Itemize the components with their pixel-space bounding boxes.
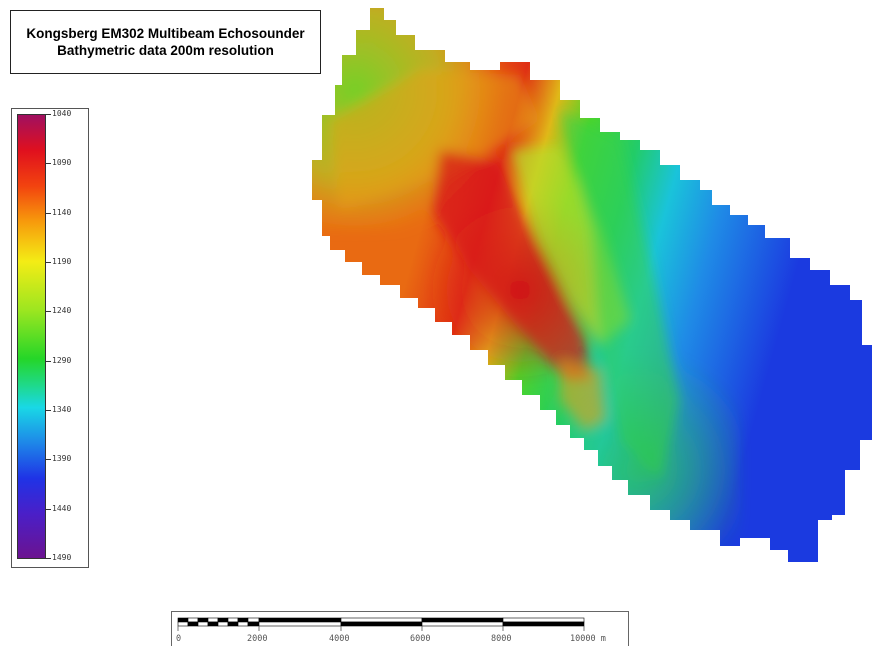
legend-tick [46,262,51,263]
legend-tick [46,558,51,559]
scale-bar-graphic [177,617,585,631]
legend-tick [46,163,51,164]
legend-tick [46,459,51,460]
map-title-line2: Bathymetric data 200m resolution [57,43,274,58]
scale-label: 8000 [491,634,512,644]
scale-label: 2000 [247,634,268,644]
legend-tick [46,213,51,214]
legend-tick-label: 1390 [52,454,72,463]
legend-tick-label: 1440 [52,504,72,513]
legend-tick [46,361,51,362]
legend-tick-label: 1290 [52,356,72,365]
depth-colorbar [17,114,46,559]
legend-tick-label: 1140 [52,208,72,217]
depth-legend: 1040 1090 1140 1190 1240 1290 1340 1390 … [11,108,89,568]
legend-tick [46,311,51,312]
legend-tick [46,114,51,115]
map-title-line1: Kongsberg EM302 Multibeam Echosounder [26,26,305,41]
legend-tick-label: 1090 [52,158,72,167]
legend-tick-label: 1190 [52,257,72,266]
legend-tick-label: 1240 [52,306,72,315]
legend-tick-label: 1340 [52,405,72,414]
map-title-box: Kongsberg EM302 Multibeam Echosounder Ba… [10,10,321,74]
legend-tick [46,410,51,411]
legend-tick [46,509,51,510]
scale-label: 0 [176,634,182,644]
legend-tick-label: 1490 [52,553,72,562]
legend-tick-label: 1040 [52,109,72,118]
scale-label: 4000 [329,634,350,644]
scale-bar: 0 2000 4000 6000 8000 10000 m [171,611,629,646]
scale-label: 10000 m [570,634,606,644]
scale-label: 6000 [410,634,431,644]
